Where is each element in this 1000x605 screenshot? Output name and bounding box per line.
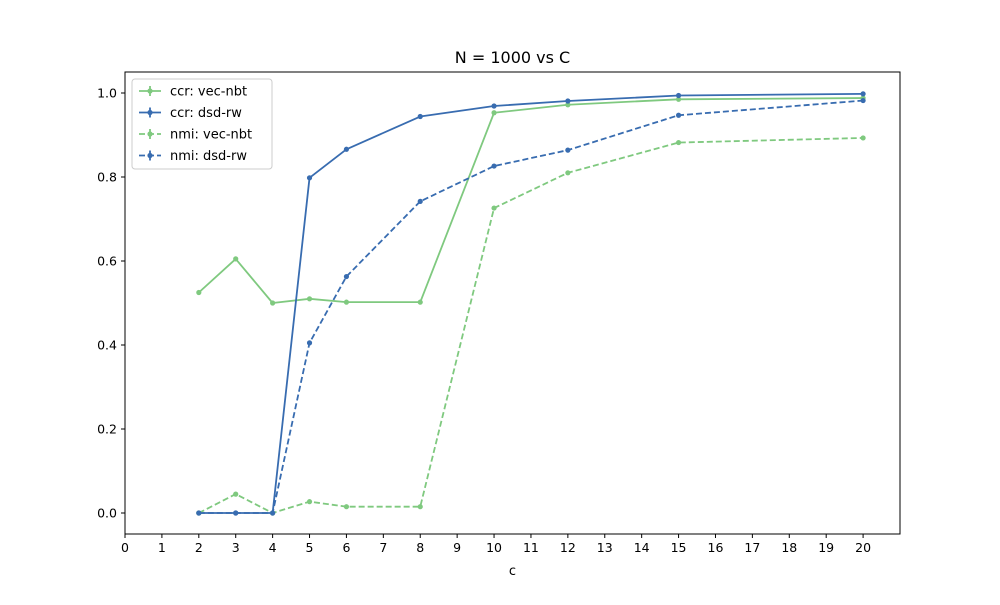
legend-marker: [147, 88, 153, 94]
x-tick-label: 8: [416, 540, 424, 555]
data-point-4-10: [860, 97, 866, 104]
data-point-2-9: [675, 92, 682, 99]
data-point-4-2: [233, 510, 239, 516]
x-tick-label: 9: [453, 540, 461, 555]
y-tick-label: 0.4: [97, 338, 117, 353]
plot-area: [196, 91, 866, 516]
x-tick-label: 7: [379, 540, 387, 555]
data-point-2-10: [860, 91, 866, 97]
x-tick-label: 6: [342, 540, 350, 555]
chart-title: N = 1000 vs C: [455, 48, 570, 67]
data-point-4-5: [343, 273, 350, 280]
data-point-3-8: [565, 170, 571, 176]
legend-label: ccr: vec-nbt: [170, 85, 247, 100]
data-point-1-1: [196, 289, 202, 296]
legend-entry-4: nmi: dsd-rw: [139, 149, 247, 164]
axes: 0 1 2 3 4 5 6 7 8 9 10 11 12 13 14 15 16 17 18 19 200.00.20.…: [97, 71, 901, 555]
y-tick-label: 0.2: [97, 422, 117, 437]
x-tick-label: 19: [818, 540, 834, 555]
x-tick-label: 4: [269, 540, 277, 555]
legend-label: ccr: dsd-rw: [170, 106, 242, 121]
x-axis-label: c: [509, 564, 516, 579]
legend-box: [131, 78, 273, 170]
legend-marker: [147, 152, 153, 159]
data-point-4-7: [491, 163, 497, 169]
data-point-3-2: [233, 491, 239, 497]
data-point-1-4: [306, 296, 313, 302]
legend-marker: [147, 131, 153, 137]
series-line-1: [198, 97, 864, 304]
legend-marker: [147, 109, 153, 116]
axes-frame: [124, 71, 901, 535]
data-point-2-7: [491, 103, 497, 109]
y-tick-label: 0.8: [97, 170, 117, 185]
x-tick-label: 11: [523, 540, 539, 555]
data-point-3-6: [417, 504, 423, 510]
x-tick-label: 13: [597, 540, 613, 555]
x-tick-label: 12: [560, 540, 576, 555]
data-point-3-7: [491, 205, 497, 211]
legend: ccr: vec-nbt ccr: dsd-rw nmi: vec-nbt nmi: …: [131, 78, 273, 170]
x-tick-label: 17: [744, 540, 760, 555]
data-point-3-9: [675, 139, 682, 146]
data-point-3-4: [306, 499, 313, 505]
data-point-2-4: [306, 175, 313, 181]
x-tick-label: 10: [486, 540, 502, 555]
data-point-1-2: [233, 256, 239, 262]
data-point-1-7: [491, 110, 497, 116]
x-tick-label: 18: [781, 540, 797, 555]
data-point-4-1: [196, 510, 202, 516]
x-tick-label: 3: [232, 540, 240, 555]
x-tick-label: 5: [306, 540, 314, 555]
legend-entry-2: ccr: dsd-rw: [139, 106, 242, 121]
legend-label: nmi: vec-nbt: [170, 128, 252, 143]
data-point-2-5: [343, 146, 350, 152]
series-line-4: [198, 99, 864, 514]
legend-entry-1: ccr: vec-nbt: [139, 85, 247, 100]
data-point-2-8: [565, 98, 571, 104]
data-point-3-5: [343, 504, 350, 510]
data-point-3-10: [860, 135, 866, 141]
x-tick-label: 1: [158, 540, 166, 555]
x-tick-label: 2: [195, 540, 203, 555]
data-point-2-6: [417, 113, 423, 120]
data-point-4-6: [417, 198, 423, 204]
data-point-4-8: [565, 147, 571, 153]
data-point-1-8: [565, 102, 571, 108]
x-tick-label: 15: [671, 540, 687, 555]
y-tick-label: 0.6: [97, 254, 117, 269]
x-tick-label: 14: [634, 540, 650, 555]
series-line-3: [198, 137, 864, 514]
x-tick-label: 20: [855, 540, 871, 555]
x-tick-label: 0: [121, 540, 129, 555]
data-point-1-9: [675, 96, 682, 102]
data-point-1-6: [417, 299, 423, 305]
data-point-1-3: [270, 300, 276, 306]
data-point-4-9: [675, 112, 682, 118]
x-tick-label: 16: [708, 540, 724, 555]
series-line-2: [198, 92, 864, 514]
y-tick-label: 0.0: [97, 506, 117, 521]
legend-label: nmi: dsd-rw: [170, 149, 247, 164]
legend-entry-3: nmi: vec-nbt: [139, 128, 252, 143]
data-point-4-4: [306, 340, 313, 346]
y-tick-label: 1.0: [97, 86, 117, 101]
data-point-1-5: [343, 299, 350, 305]
data-point-4-3: [270, 510, 276, 516]
